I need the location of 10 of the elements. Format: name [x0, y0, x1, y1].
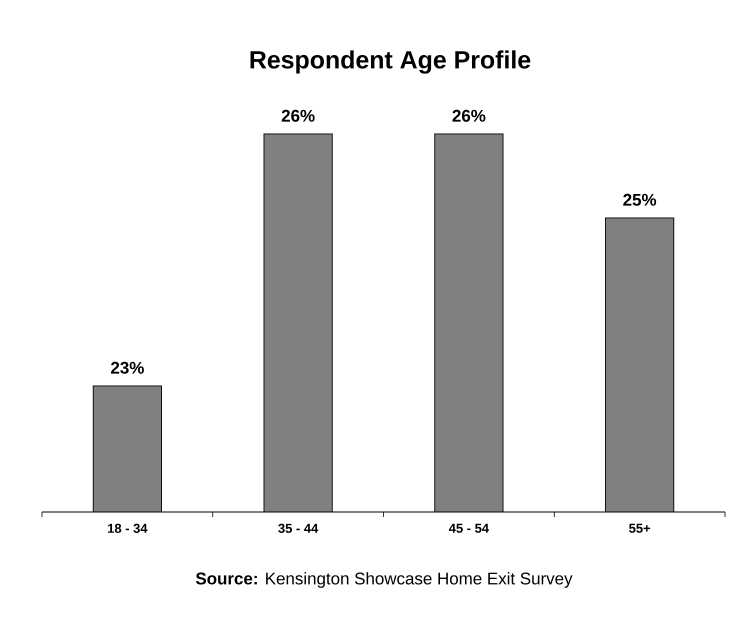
data-label: 25%: [623, 194, 656, 206]
chart-title: Respondent Age Profile: [250, 50, 530, 74]
data-label: 23%: [111, 362, 144, 374]
data-label: 26%: [282, 110, 315, 122]
x-tick-label: 18 - 34: [108, 524, 148, 533]
text: Source: Kensington Showcase Home Exit Survey: [196, 572, 573, 588]
x-tick-label: 45 - 54: [448, 524, 489, 533]
x-tick-label: 35 - 44: [278, 524, 318, 533]
x-tick-label: 55+: [629, 524, 650, 533]
data-label: 26%: [452, 110, 486, 122]
